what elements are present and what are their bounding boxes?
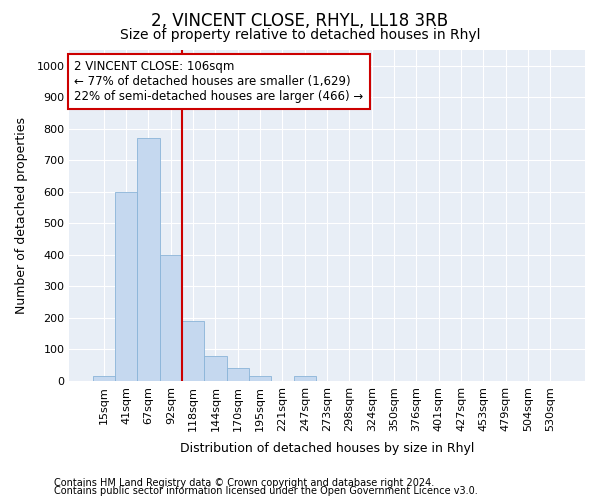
Bar [160,255,182,381]
X-axis label: Distribution of detached houses by size in Rhyl: Distribution of detached houses by size … [180,442,474,455]
Bar [227,368,249,381]
Bar [204,356,227,381]
Bar [182,321,204,381]
Text: 2 VINCENT CLOSE: 106sqm
← 77% of detached houses are smaller (1,629)
22% of semi: 2 VINCENT CLOSE: 106sqm ← 77% of detache… [74,60,364,103]
Text: Contains HM Land Registry data © Crown copyright and database right 2024.: Contains HM Land Registry data © Crown c… [54,478,434,488]
Text: Contains public sector information licensed under the Open Government Licence v3: Contains public sector information licen… [54,486,478,496]
Bar [293,376,316,381]
Bar [137,138,160,381]
Bar [115,192,137,381]
Bar [249,376,271,381]
Text: Size of property relative to detached houses in Rhyl: Size of property relative to detached ho… [120,28,480,42]
Text: 2, VINCENT CLOSE, RHYL, LL18 3RB: 2, VINCENT CLOSE, RHYL, LL18 3RB [151,12,449,30]
Y-axis label: Number of detached properties: Number of detached properties [15,117,28,314]
Bar [92,376,115,381]
